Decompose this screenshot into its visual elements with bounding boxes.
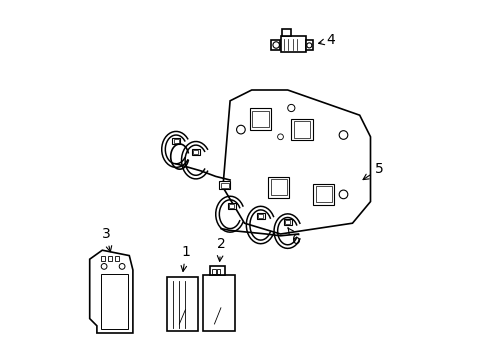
Bar	[107, 256, 112, 261]
Bar	[210, 266, 224, 275]
Bar	[283, 219, 291, 225]
Bar	[220, 183, 228, 188]
Bar	[252, 111, 268, 127]
Bar	[256, 213, 264, 219]
Bar	[268, 177, 288, 198]
Text: 2: 2	[216, 237, 225, 261]
Bar	[293, 121, 310, 138]
Bar	[203, 275, 235, 331]
Bar	[271, 40, 280, 50]
Bar	[315, 186, 331, 202]
Bar	[305, 40, 312, 50]
Bar	[212, 269, 215, 274]
Text: 1: 1	[181, 244, 190, 271]
Bar	[101, 274, 127, 329]
Bar	[249, 108, 271, 130]
Text: 4: 4	[318, 33, 335, 47]
Text: 3: 3	[102, 226, 111, 252]
Bar	[270, 179, 286, 195]
Bar	[115, 256, 119, 261]
Bar	[173, 139, 178, 143]
Bar	[192, 149, 200, 155]
Bar	[280, 36, 305, 52]
Polygon shape	[223, 90, 370, 234]
Bar	[227, 203, 235, 209]
Text: 5: 5	[362, 162, 383, 180]
Bar	[285, 220, 289, 224]
Bar	[313, 184, 333, 205]
Bar	[172, 138, 180, 144]
Bar	[258, 214, 263, 218]
Bar	[167, 277, 197, 331]
Bar	[193, 150, 198, 154]
Bar	[219, 181, 230, 189]
Bar	[101, 256, 104, 261]
Bar	[216, 269, 220, 274]
Bar	[229, 204, 234, 208]
Bar	[282, 29, 291, 36]
Text: 6: 6	[287, 228, 301, 247]
Polygon shape	[89, 250, 133, 333]
Bar	[291, 119, 312, 140]
